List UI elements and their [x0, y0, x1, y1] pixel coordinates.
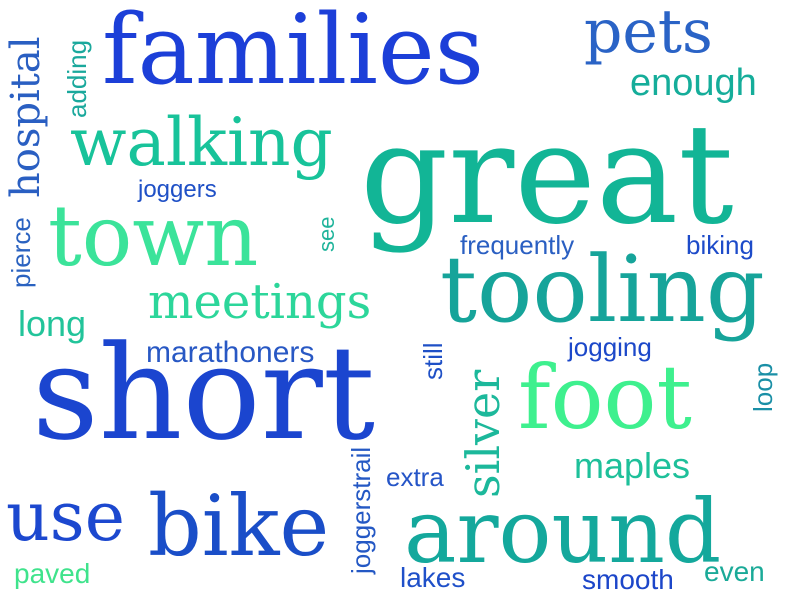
- word-loop: loop: [748, 362, 778, 412]
- word-pierce: pierce: [6, 217, 36, 288]
- word-pets: pets: [584, 0, 713, 67]
- word-adding: adding: [62, 39, 92, 118]
- word-foot: foot: [518, 346, 692, 449]
- word-jogging: jogging: [568, 332, 652, 362]
- word-frequently: frequently: [460, 230, 575, 260]
- word-bike: bike: [148, 477, 330, 575]
- word-enough: enough: [630, 62, 757, 104]
- word-families: families: [102, 0, 484, 106]
- word-short: short: [32, 317, 376, 469]
- word-extra: extra: [386, 462, 444, 492]
- word-smooth: smooth: [582, 564, 674, 595]
- word-biking: biking: [686, 230, 754, 260]
- word-around: around: [404, 480, 722, 583]
- word-hospital: hospital: [3, 36, 49, 198]
- word-great: great: [360, 94, 734, 255]
- word-even: even: [704, 556, 765, 587]
- word-silver: silver: [456, 369, 510, 498]
- word-long: long: [18, 303, 87, 344]
- word-joggers: joggers: [138, 176, 217, 203]
- word-lakes: lakes: [400, 562, 466, 593]
- word-maples: maples: [574, 445, 691, 486]
- word-see: see: [314, 216, 339, 252]
- word-paved: paved: [14, 558, 91, 589]
- word-tooling: tooling: [440, 236, 765, 343]
- word-joggerstrail: joggerstrail: [346, 446, 376, 574]
- word-walking: walking: [70, 104, 333, 181]
- word-meetings: meetings: [148, 274, 372, 330]
- word-town: town: [48, 187, 259, 285]
- word-marathoners: marathoners: [146, 336, 315, 369]
- word-still: still: [418, 342, 448, 380]
- word-use: use: [6, 478, 125, 557]
